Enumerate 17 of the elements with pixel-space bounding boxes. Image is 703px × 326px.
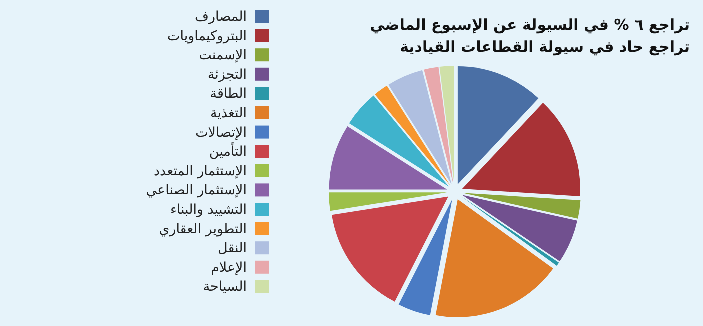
legend-label: الإستثمار المتعدد	[154, 163, 247, 180]
legend-label: التأمين	[209, 142, 247, 160]
legend-label: الإسمنت	[199, 48, 247, 64]
legend-label: التشييد والبناء	[170, 202, 247, 218]
legend-label: البتروكيماويات	[168, 28, 247, 44]
legend-label: التجزئة	[208, 66, 247, 83]
legend-label: التطوير العقاري	[159, 221, 247, 238]
legend-label: النقل	[218, 240, 247, 257]
chart-title: تراجع ٦ % في السيولة عن الإسبوع الماضي	[370, 16, 690, 34]
legend-label: التغذية	[210, 106, 247, 122]
text: تراجع حاد في سيولة القطاعات القيادية	[400, 38, 690, 56]
legend-label: الإعلام	[211, 260, 247, 276]
legend-label: الإتصالات	[196, 124, 247, 141]
legend-label: المصارف	[194, 9, 247, 25]
legend-label: الإستثمار الصناعي	[146, 182, 247, 199]
legend-label: السياحة	[203, 279, 247, 296]
legend-label: الطاقة	[210, 86, 247, 102]
